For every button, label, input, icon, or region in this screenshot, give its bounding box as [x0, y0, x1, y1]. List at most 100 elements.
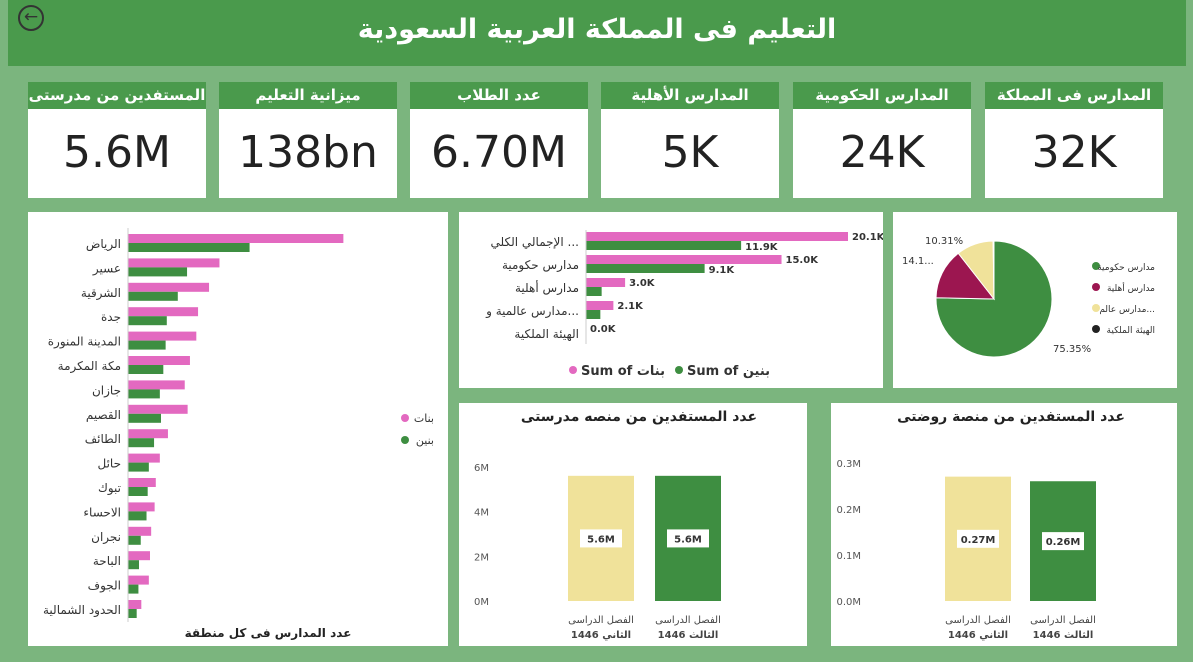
legend-label: مدارس أهلية: [1107, 282, 1155, 294]
bar-boys: [586, 241, 742, 250]
legend-marker: [1092, 325, 1100, 333]
kpi-value: 24K: [839, 127, 925, 178]
legend-marker-girls: [401, 414, 409, 422]
legend-label: مدارس حكومية: [1097, 263, 1155, 273]
bar-girls: [128, 429, 168, 439]
madrasati-chart-panel: عدد المستفدين من منصه مدرستى 0M 2M 4M 6M 5.6M…: [459, 403, 807, 646]
kpi-label: المدارس الحكومية: [793, 82, 971, 109]
bar-girls: [128, 307, 199, 317]
chart-title: عدد المدارس فى كل منطقة: [185, 626, 352, 640]
school-types-bar-chart: الإجمالي الكلي ... 20.1K 11.9K مدارس حكومية…: [485, 230, 886, 379]
region-label: مكة المكرمة: [58, 359, 121, 374]
data-label-girls: 20.1K: [852, 232, 883, 243]
region-label: الحدود الشمالية: [43, 603, 121, 618]
x-tick-label: الفصل الدراسى: [655, 615, 721, 626]
kpi-value: 138bn: [238, 127, 378, 178]
kpi-label: عدد الطلاب: [410, 82, 588, 109]
bar-girls: [128, 356, 190, 365]
kpi-value: 5.6M: [63, 127, 171, 178]
bar-girls: [128, 551, 150, 561]
region-label: القصيم: [86, 408, 121, 422]
legend-label-boys: بنين: [416, 434, 434, 447]
bar-boys: [128, 365, 164, 374]
bar-girls: [128, 502, 155, 512]
bar-boys: [128, 487, 148, 496]
legend-label-girls: بنات: [414, 412, 434, 425]
bar-boys: [128, 438, 155, 448]
x-tick-label: الفصل الدراسى: [568, 615, 634, 626]
bar-boys: [128, 340, 166, 350]
region-label: عسير: [92, 261, 121, 276]
kpi-value: 32K: [1031, 127, 1117, 178]
bar-girls: [128, 526, 152, 536]
legend-label: الهيئة الملكية: [1107, 326, 1155, 336]
y-tick-label: 0.2M: [836, 505, 861, 516]
legend-label: مدارس عالم...: [1099, 305, 1155, 315]
legend-marker-boys: [675, 366, 683, 374]
bar-boys: [128, 389, 160, 399]
type-label: مدارس عالمية و...: [485, 304, 579, 319]
bar-girls: [128, 600, 142, 609]
school-types-chart-panel: الإجمالي الكلي ... 20.1K 11.9K مدارس حكومية…: [459, 212, 886, 388]
kpi-card-government-schools: المدارس الحكومية 24K: [793, 82, 971, 198]
bar-girls: [128, 575, 149, 585]
regions-bar-chart: الرياض عسير الشرقية جدة المدينة المنورة مكة ا…: [43, 228, 434, 640]
y-tick-label: 4M: [474, 508, 489, 519]
bar-girls: [128, 478, 156, 487]
bar-boys: [128, 560, 139, 570]
region-label: تبوك: [98, 481, 121, 496]
kpi-label: المدارس فى المملكة: [985, 82, 1163, 109]
bar-girls: [128, 404, 188, 414]
kpi-card-total-schools: المدارس فى المملكة 32K: [985, 82, 1163, 198]
bar-boys: [128, 243, 250, 252]
kpi-card-students: عدد الطلاب 6.70M: [410, 82, 588, 198]
region-label: نجران: [91, 530, 121, 545]
school-share-pie-chart: 10.31% 14.1... 75.35% مدارس حكومية مدارس أهل…: [902, 236, 1155, 358]
type-label: الهيئة الملكية: [514, 327, 579, 341]
data-label-girls: 15.0K: [786, 255, 820, 266]
legend-marker-boys: [401, 436, 409, 444]
kpi-card-private-schools: المدارس الأهلية 5K: [601, 82, 779, 198]
bar-boys: [586, 287, 602, 296]
region-label: الرياض: [86, 237, 121, 252]
bar-boys: [128, 511, 147, 521]
kpi-value: 5K: [661, 127, 719, 178]
y-tick-label: 0.0M: [836, 597, 861, 608]
bar-boys: [128, 584, 139, 594]
bar-girls: [128, 258, 220, 268]
type-label: مدارس حكومية: [502, 258, 579, 273]
back-arrow-icon[interactable]: ←: [18, 5, 44, 31]
footer-bar: [0, 658, 1193, 662]
pie-label-government: 75.35%: [1053, 344, 1091, 355]
bar-boys: [128, 316, 167, 326]
kpi-label: المستفدين من مدرستى: [28, 82, 206, 109]
pie-slice: [935, 240, 1053, 358]
bar-boys: [128, 267, 188, 277]
x-tick-label: الفصل الدراسى: [945, 615, 1011, 626]
bar-boys: [128, 291, 178, 301]
data-label-bg: [667, 529, 709, 548]
bar-girls: [586, 278, 626, 287]
bar-girls: [128, 282, 210, 292]
region-label: الطائف: [85, 432, 121, 446]
pie-slice: [992, 240, 995, 300]
y-tick-label: 6M: [474, 463, 489, 474]
data-label-bg: [957, 529, 999, 548]
data-label-girls: 3.0K: [629, 278, 656, 289]
data-label: 5.6M: [587, 534, 615, 545]
kpi-card-education-budget: ميزانية التعليم 138bn: [219, 82, 397, 198]
region-label: الشرقية: [81, 286, 121, 301]
region-label: الجوف: [88, 579, 121, 594]
x-tick-label: الفصل الدراسى: [1030, 615, 1096, 626]
regions-chart-panel: الرياض عسير الشرقية جدة المدينة المنورة مكة ا…: [28, 212, 448, 646]
data-label: 5.6M: [674, 534, 702, 545]
bar-girls: [586, 232, 848, 241]
kpi-value: 6.70M: [431, 127, 567, 178]
region-label: حائل: [97, 457, 121, 471]
bar-girls: [128, 380, 185, 390]
bar-boys: [128, 413, 161, 423]
bar-boys: [128, 609, 137, 618]
pie-slice: [935, 252, 996, 300]
rawdati-bar-chart: عدد المستفدين من منصة روضتى 0.0M 0.1M 0.2M 0…: [836, 409, 1124, 641]
y-tick-label: 0M: [474, 597, 489, 608]
